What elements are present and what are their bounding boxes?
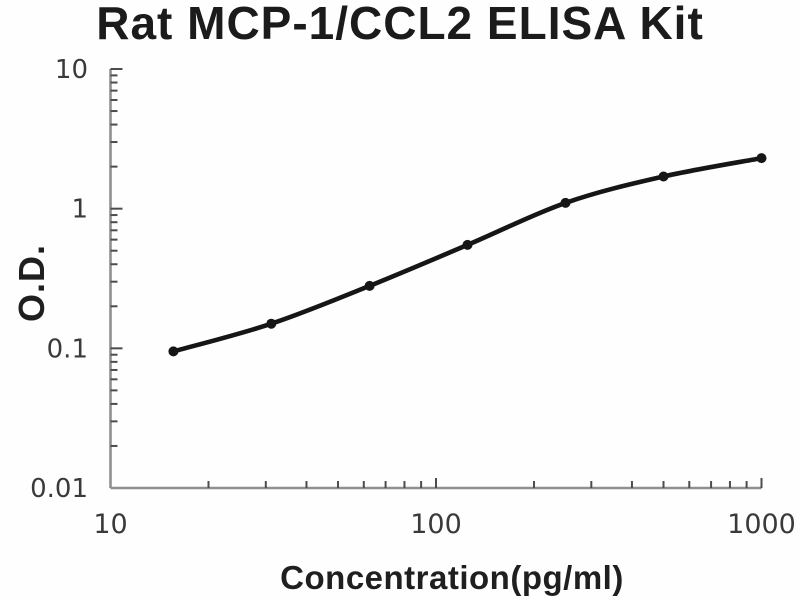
- data-point-marker: [560, 197, 571, 208]
- y-tick-label: 0.1: [47, 334, 88, 364]
- x-tick-label: 100: [410, 509, 462, 540]
- chart-title: Rat MCP-1/CCL2 ELISA Kit: [96, 0, 704, 49]
- data-point-marker: [364, 280, 375, 291]
- x-tick-label: 1000: [727, 509, 796, 540]
- data-point-marker: [658, 171, 669, 182]
- data-point-marker: [756, 153, 767, 164]
- data-point-marker: [266, 318, 277, 329]
- standard-curve-line: [171, 155, 764, 354]
- y-tick-label: 0.01: [30, 474, 88, 504]
- y-tick-label: 10: [55, 55, 88, 85]
- data-point-marker: [168, 346, 179, 357]
- x-tick-label: 10: [93, 509, 127, 540]
- x-axis-label: Concentration(pg/ml): [280, 559, 624, 596]
- data-point-marker: [462, 239, 473, 250]
- y-tick-label: 1: [71, 195, 88, 225]
